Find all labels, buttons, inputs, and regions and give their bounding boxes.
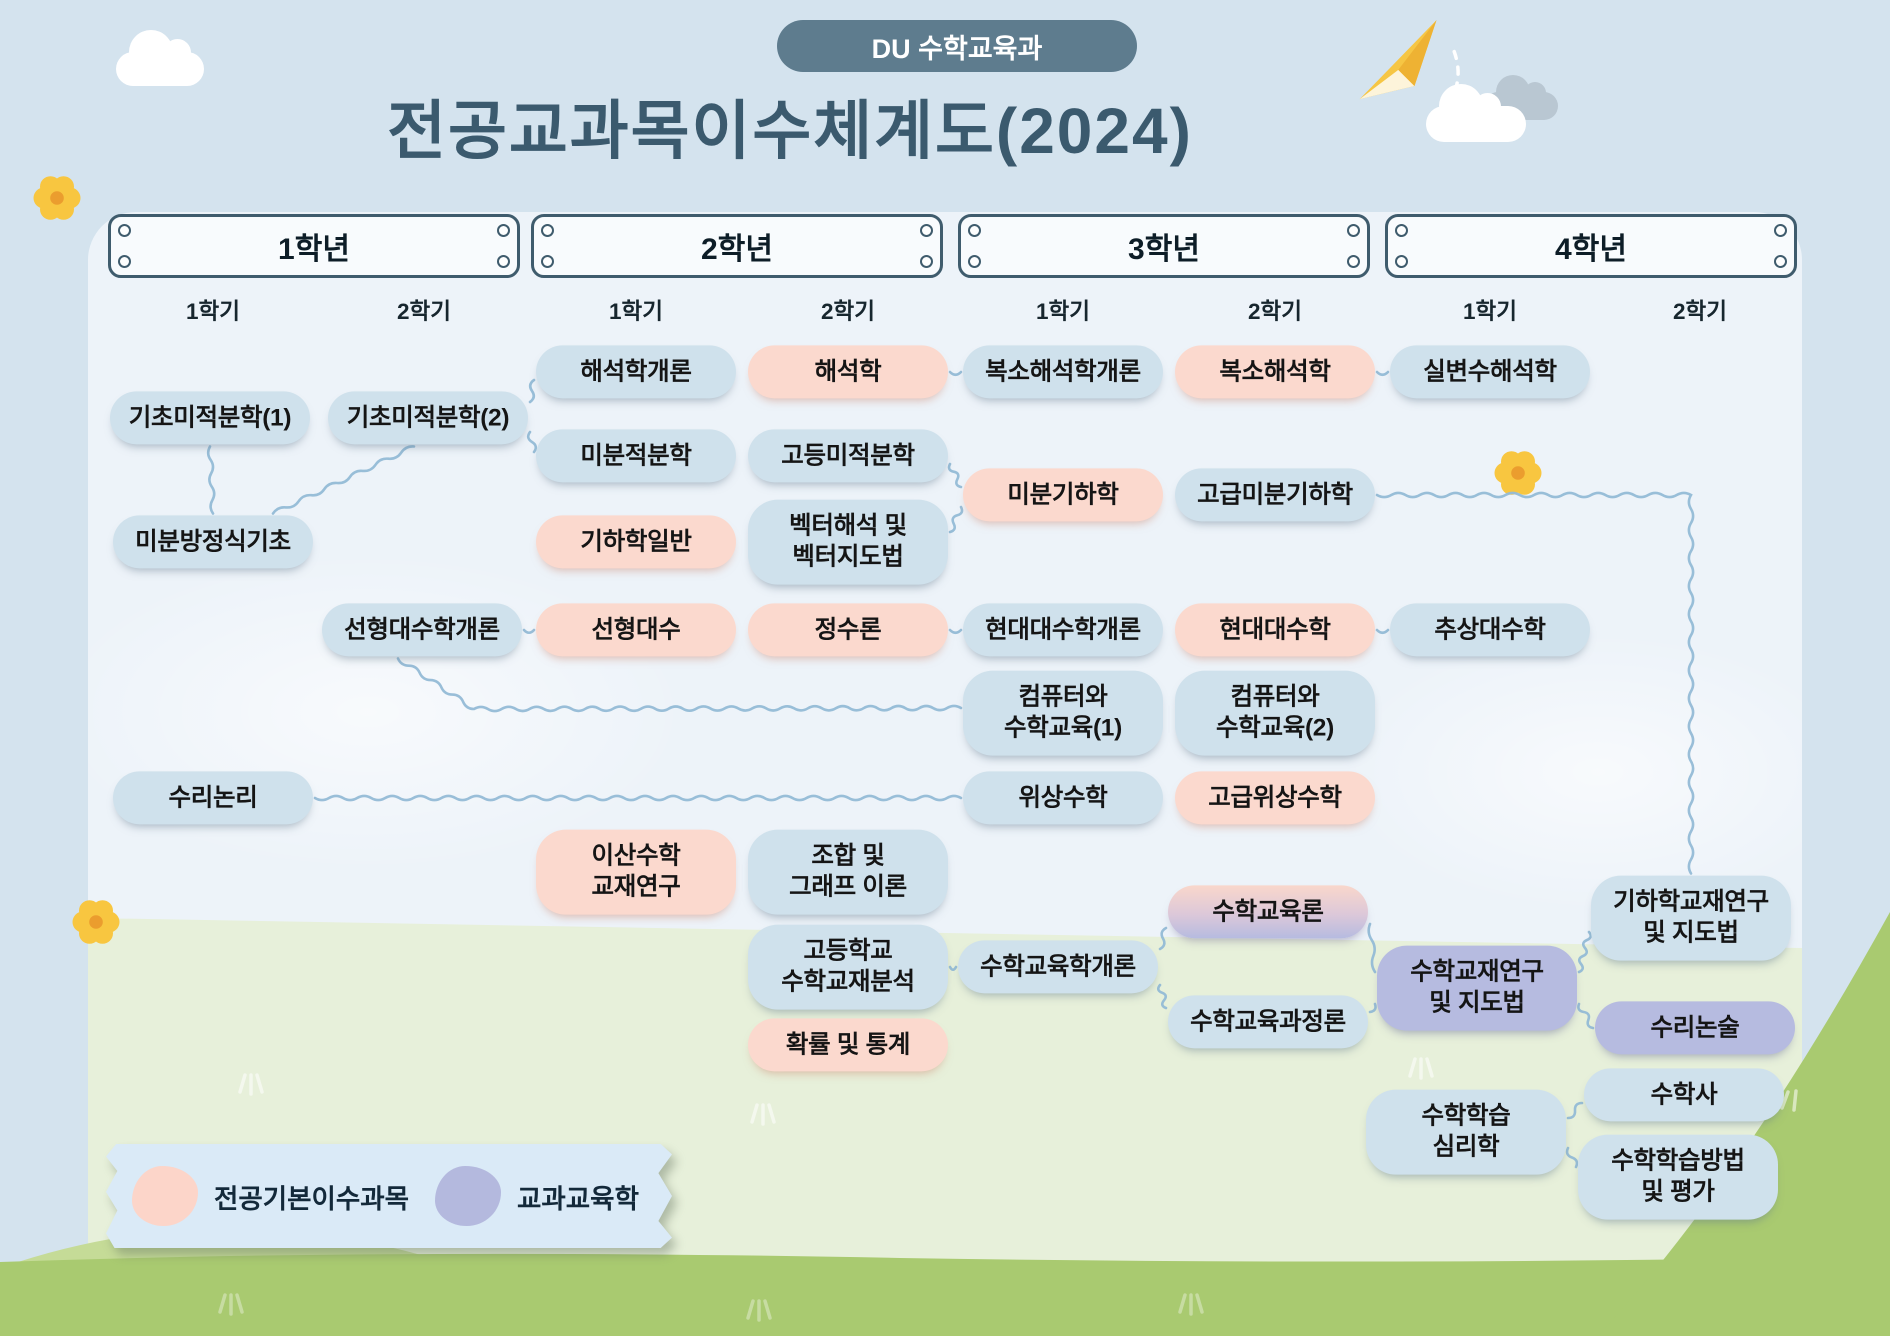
- grass-tufts-dark: [218, 1293, 1204, 1322]
- course-abstract_alg: 추상대수학: [1390, 603, 1590, 657]
- course-matheduc_intro: 수학교육학개론: [958, 940, 1158, 994]
- soft-hill-decoration: [1338, 632, 1802, 912]
- course-matheduc: 수학교육론: [1168, 885, 1368, 939]
- course-complex_intro: 복소해석학개론: [963, 345, 1163, 399]
- rivet-icon: [118, 224, 131, 237]
- course-adv_topology: 고급위상수학: [1175, 771, 1375, 825]
- year-header-2: 2학년: [531, 214, 943, 278]
- course-math_logic: 수리논리: [113, 771, 313, 825]
- rivet-icon: [920, 255, 933, 268]
- course-complex: 복소해석학: [1175, 345, 1375, 399]
- page-title: 전공교과목이수체계도(2024): [387, 95, 1193, 167]
- semester-label: 2학기: [397, 299, 451, 324]
- rivet-icon: [1347, 255, 1360, 268]
- course-calc2: 기초미적분학(2): [328, 391, 528, 445]
- semester-label: 2학기: [1248, 299, 1302, 324]
- rivet-icon: [1774, 255, 1787, 268]
- course-an_intro: 해석학개론: [536, 345, 736, 399]
- rivet-icon: [497, 224, 510, 237]
- semester-label: 1학기: [186, 299, 240, 324]
- legend-swatch-pink: [132, 1166, 198, 1226]
- legend-label: 교과교육학: [517, 1183, 639, 1214]
- year-label: 3학년: [1128, 233, 1200, 266]
- rivet-icon: [118, 255, 131, 268]
- flower-icon: [33, 176, 81, 220]
- cloud-icon: [1426, 84, 1526, 142]
- course-linalg_intro: 선형대수학개론: [322, 603, 522, 657]
- course-calc1: 기초미적분학(1): [110, 391, 310, 445]
- course-adv_diff_geo: 고급미분기하학: [1175, 468, 1375, 522]
- year-header-4: 4학년: [1385, 214, 1797, 278]
- semester-label: 1학기: [609, 299, 663, 324]
- cloud-icon: [116, 30, 204, 86]
- semester-label: 2학기: [821, 299, 875, 324]
- legend-item-purple: 교과교육학: [435, 1166, 639, 1226]
- course-ode_basic: 미분방정식기초: [113, 515, 313, 569]
- rivet-icon: [968, 224, 981, 237]
- course-math_history: 수학사: [1584, 1068, 1784, 1122]
- course-topology: 위상수학: [963, 771, 1163, 825]
- course-discrete: 이산수학 교재연구: [536, 829, 736, 915]
- course-diff_int: 미분적분학: [536, 429, 736, 483]
- course-prob_stat: 확률 및 통계: [748, 1018, 948, 1072]
- course-general_geo: 기하학일반: [536, 515, 736, 569]
- course-vector: 벡터해석 및 벡터지도법: [748, 499, 948, 585]
- course-psych: 수학학습 심리학: [1366, 1089, 1566, 1175]
- legend: 전공기본이수과목 교과교육학: [106, 1144, 672, 1248]
- year-header-3: 3학년: [958, 214, 1370, 278]
- rivet-icon: [1395, 224, 1408, 237]
- year-header-1: 1학년: [108, 214, 520, 278]
- course-number_theory: 정수론: [748, 603, 948, 657]
- legend-tape: 전공기본이수과목 교과교육학: [106, 1144, 672, 1248]
- course-curriculum: 수학교육과정론: [1168, 995, 1368, 1049]
- course-hs_materials: 고등학교 수학교재분석: [748, 924, 948, 1010]
- course-combinatorics: 조합 및 그래프 이론: [748, 829, 948, 915]
- course-geo_materials: 기하학교재연구 및 지도법: [1591, 875, 1791, 961]
- semester-label: 2학기: [1673, 299, 1727, 324]
- year-label: 1학년: [278, 233, 350, 266]
- legend-item-pink: 전공기본이수과목: [132, 1166, 409, 1226]
- course-linalg: 선형대수: [536, 603, 736, 657]
- rivet-icon: [541, 255, 554, 268]
- course-analysis: 해석학: [748, 345, 948, 399]
- course-modern_alg: 현대대수학: [1175, 603, 1375, 657]
- course-real_var: 실변수해석학: [1390, 345, 1590, 399]
- legend-label: 전공기본이수과목: [214, 1183, 410, 1214]
- legend-swatch-purple: [435, 1166, 502, 1226]
- semester-label: 1학기: [1463, 299, 1517, 324]
- rivet-icon: [541, 224, 554, 237]
- year-label: 4학년: [1555, 233, 1627, 266]
- rivet-icon: [1395, 255, 1408, 268]
- course-comp_math2: 컴퓨터와 수학교육(2): [1175, 670, 1375, 756]
- course-adv_calc: 고등미적분학: [748, 429, 948, 483]
- department-badge: DU 수학교육과: [777, 20, 1137, 72]
- year-label: 2학년: [701, 233, 773, 266]
- course-methods: 수학학습방법 및 평가: [1578, 1134, 1778, 1220]
- course-diff_geo: 미분기하학: [963, 468, 1163, 522]
- rivet-icon: [1774, 224, 1787, 237]
- course-modern_intro: 현대대수학개론: [963, 603, 1163, 657]
- course-materials: 수학교재연구 및 지도법: [1377, 945, 1577, 1031]
- rivet-icon: [920, 224, 933, 237]
- course-comp_math1: 컴퓨터와 수학교육(1): [963, 670, 1163, 756]
- rivet-icon: [497, 255, 510, 268]
- rivet-icon: [1347, 224, 1360, 237]
- rivet-icon: [968, 255, 981, 268]
- semester-label: 1학기: [1036, 299, 1090, 324]
- course-essay: 수리논술: [1595, 1001, 1795, 1055]
